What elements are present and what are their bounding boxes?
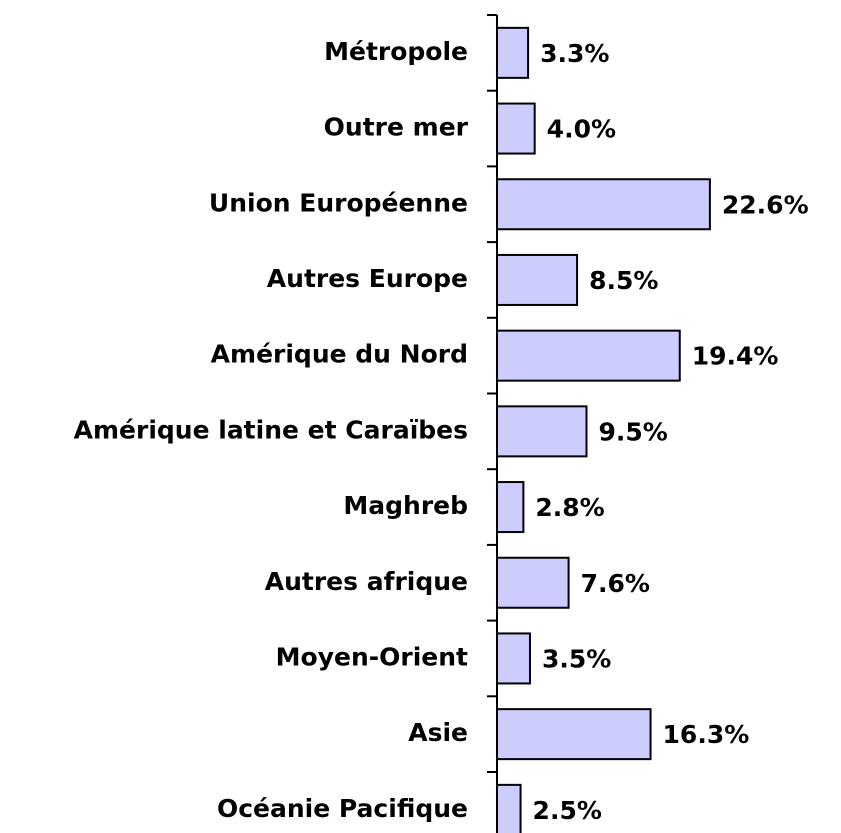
bar — [496, 253, 579, 306]
category-label: Autres Europe — [267, 264, 468, 293]
category-label: Asie — [408, 718, 468, 747]
category-label: Union Européenne — [209, 188, 468, 217]
bar — [496, 481, 525, 534]
bar — [496, 708, 652, 761]
bar — [496, 26, 530, 79]
category-label: Moyen-Orient — [276, 642, 468, 671]
value-label: 16.3% — [663, 720, 750, 749]
value-label: 2.5% — [533, 796, 602, 825]
category-label: Métropole — [324, 37, 468, 66]
bar — [496, 102, 536, 155]
category-label: Maghreb — [343, 491, 468, 520]
bar — [496, 178, 711, 231]
value-label: 8.5% — [589, 266, 658, 295]
bar — [496, 556, 570, 609]
category-label: Autres afrique — [265, 567, 468, 596]
bar — [496, 405, 588, 458]
bar — [496, 632, 531, 685]
value-label: 3.3% — [540, 39, 609, 68]
value-label: 22.6% — [722, 190, 809, 219]
value-label: 2.8% — [535, 493, 604, 522]
value-label: 9.5% — [598, 417, 667, 446]
bar — [496, 783, 522, 833]
category-label: Océanie Pacifique — [217, 794, 468, 823]
category-label: Amérique latine et Caraïbes — [74, 415, 468, 444]
value-label: 7.6% — [581, 569, 650, 598]
category-label: Amérique du Nord — [211, 340, 468, 369]
bar — [496, 329, 681, 382]
category-label: Outre mer — [324, 113, 469, 142]
value-label: 3.5% — [542, 644, 611, 673]
value-label: 4.0% — [547, 115, 616, 144]
value-label: 19.4% — [692, 342, 779, 371]
